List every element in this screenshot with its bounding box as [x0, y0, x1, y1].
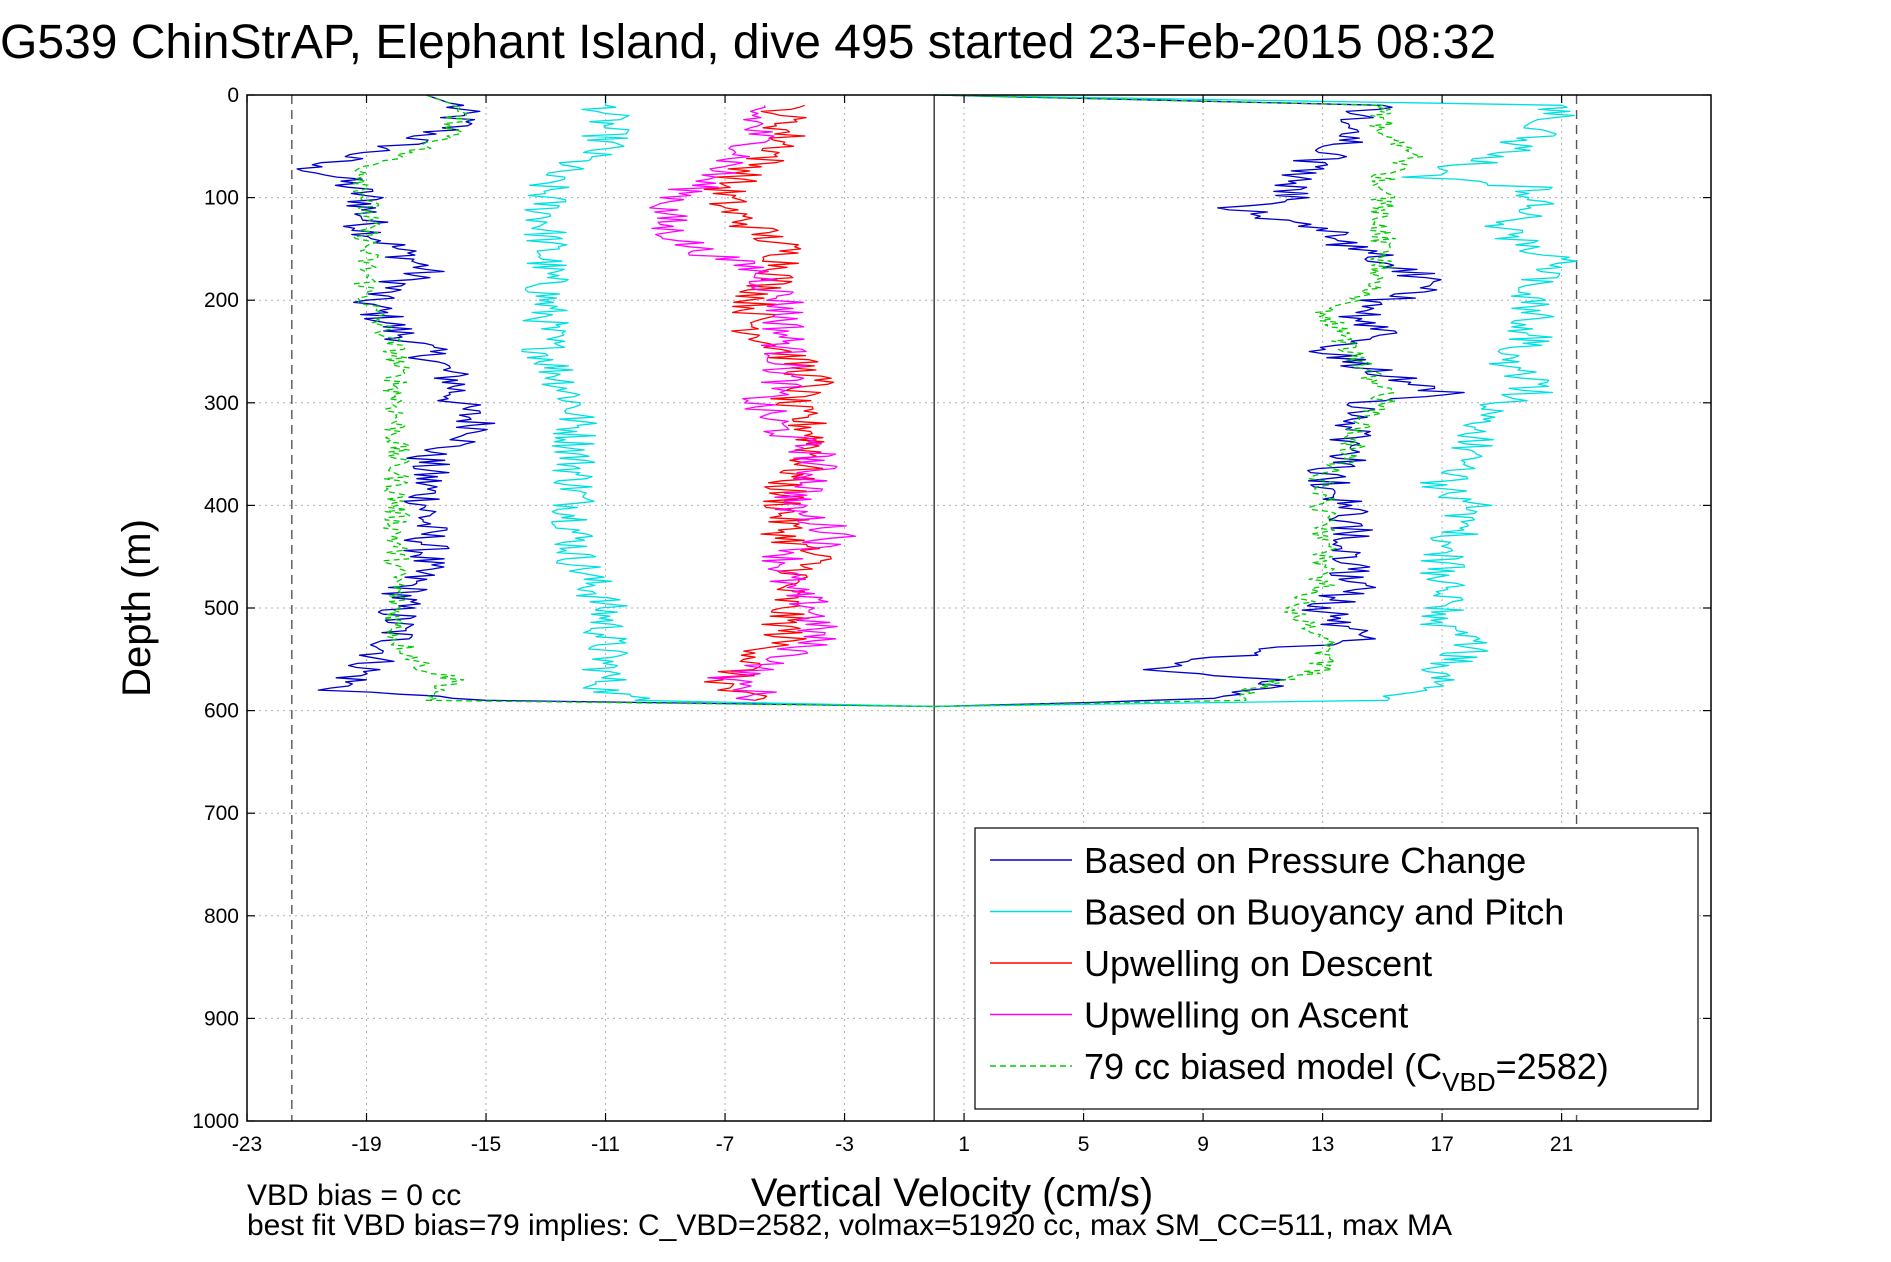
x-axis-label: Vertical Velocity (cm/s) — [751, 1171, 1153, 1215]
legend-label-3-text: Upwelling on Ascent — [1084, 995, 1408, 1036]
y-tick-label-3: 300 — [204, 392, 239, 415]
series-0-descent-line — [296, 94, 935, 708]
y-tick-label-4: 400 — [204, 494, 239, 517]
y-tick-label-10: 1000 — [192, 1110, 239, 1133]
y-tick-label-0: 0 — [227, 84, 239, 107]
legend-entries: Based on Pressure Change Based on Buoyanc… — [990, 840, 1609, 1097]
series-1 — [521, 94, 1578, 708]
series-1-descent-line — [521, 95, 935, 708]
legend-label-1-text: Based on Buoyancy and Pitch — [1084, 892, 1564, 933]
x-tick-label-3: -11 — [591, 1133, 620, 1156]
footer-line-1: VBD bias = 0 cc — [247, 1179, 461, 1212]
legend-label-4-text: 79 cc biased model (C — [1084, 1046, 1442, 1087]
series-4-descent-line — [352, 94, 935, 708]
x-tick-label-1: -19 — [351, 1133, 381, 1156]
series-0-ascent-line — [934, 94, 1465, 708]
y-axis-ticks: 0 100 200 300 400 500 600 700 800 900 1000 — [192, 84, 1711, 1133]
series-2-profile-line — [703, 104, 835, 701]
legend-label-4-subscript: VBD — [1442, 1067, 1495, 1097]
legend-label-2: Upwelling on Descent — [1084, 943, 1432, 984]
x-tick-label-8: 9 — [1197, 1133, 1209, 1156]
y-tick-label-5: 500 — [204, 597, 239, 620]
x-tick-label-6: 1 — [958, 1133, 970, 1156]
series-3-profile-line — [649, 105, 857, 701]
x-tick-label-4: -7 — [716, 1133, 735, 1156]
y-axis-label: Depth (m) — [115, 519, 159, 697]
y-tick-label-2: 200 — [204, 289, 239, 312]
series-2 — [703, 104, 835, 701]
y-tick-label-8: 800 — [204, 905, 239, 928]
footer-line-2: best fit VBD bias=79 implies: C_VBD=2582… — [247, 1209, 1452, 1242]
chart-title: G539 ChinStrAP, Elephant Island, dive 49… — [0, 16, 1496, 69]
series-1-ascent-line — [934, 94, 1578, 708]
series-3 — [649, 105, 857, 701]
x-tick-label-11: 21 — [1550, 1133, 1573, 1156]
legend-label-0-text: Based on Pressure Change — [1084, 840, 1526, 881]
legend-label-2-text: Upwelling on Descent — [1084, 943, 1432, 984]
legend-label-3: Upwelling on Ascent — [1084, 995, 1408, 1036]
legend-box — [974, 827, 1699, 1110]
series-group — [296, 94, 1578, 708]
x-tick-label-9: 13 — [1311, 1133, 1334, 1156]
series-4 — [352, 94, 1424, 708]
x-tick-label-5: -3 — [835, 1133, 854, 1156]
x-tick-label-10: 17 — [1430, 1133, 1453, 1156]
y-tick-label-6: 600 — [204, 700, 239, 723]
x-tick-label-2: -15 — [471, 1133, 501, 1156]
legend-label-4: 79 cc biased model (CVBD=2582) — [1084, 1046, 1609, 1097]
legend-label-0: Based on Pressure Change — [1084, 840, 1526, 881]
series-4-ascent-line — [934, 94, 1424, 708]
series-0 — [296, 94, 1465, 708]
y-tick-label-9: 900 — [204, 1007, 239, 1030]
legend: Based on Pressure Change Based on Buoyanc… — [974, 827, 1699, 1110]
y-tick-label-1: 100 — [204, 187, 239, 210]
y-tick-label-7: 700 — [204, 802, 239, 825]
legend-label-1: Based on Buoyancy and Pitch — [1084, 892, 1564, 933]
x-tick-label-0: -23 — [232, 1133, 262, 1156]
x-axis-ticks: -23 -19 -15 -11 -7 -3 1 5 9 13 17 21 — [232, 95, 1573, 1156]
x-tick-label-7: 5 — [1078, 1133, 1090, 1156]
legend-label-4-suffix: =2582) — [1496, 1046, 1609, 1087]
